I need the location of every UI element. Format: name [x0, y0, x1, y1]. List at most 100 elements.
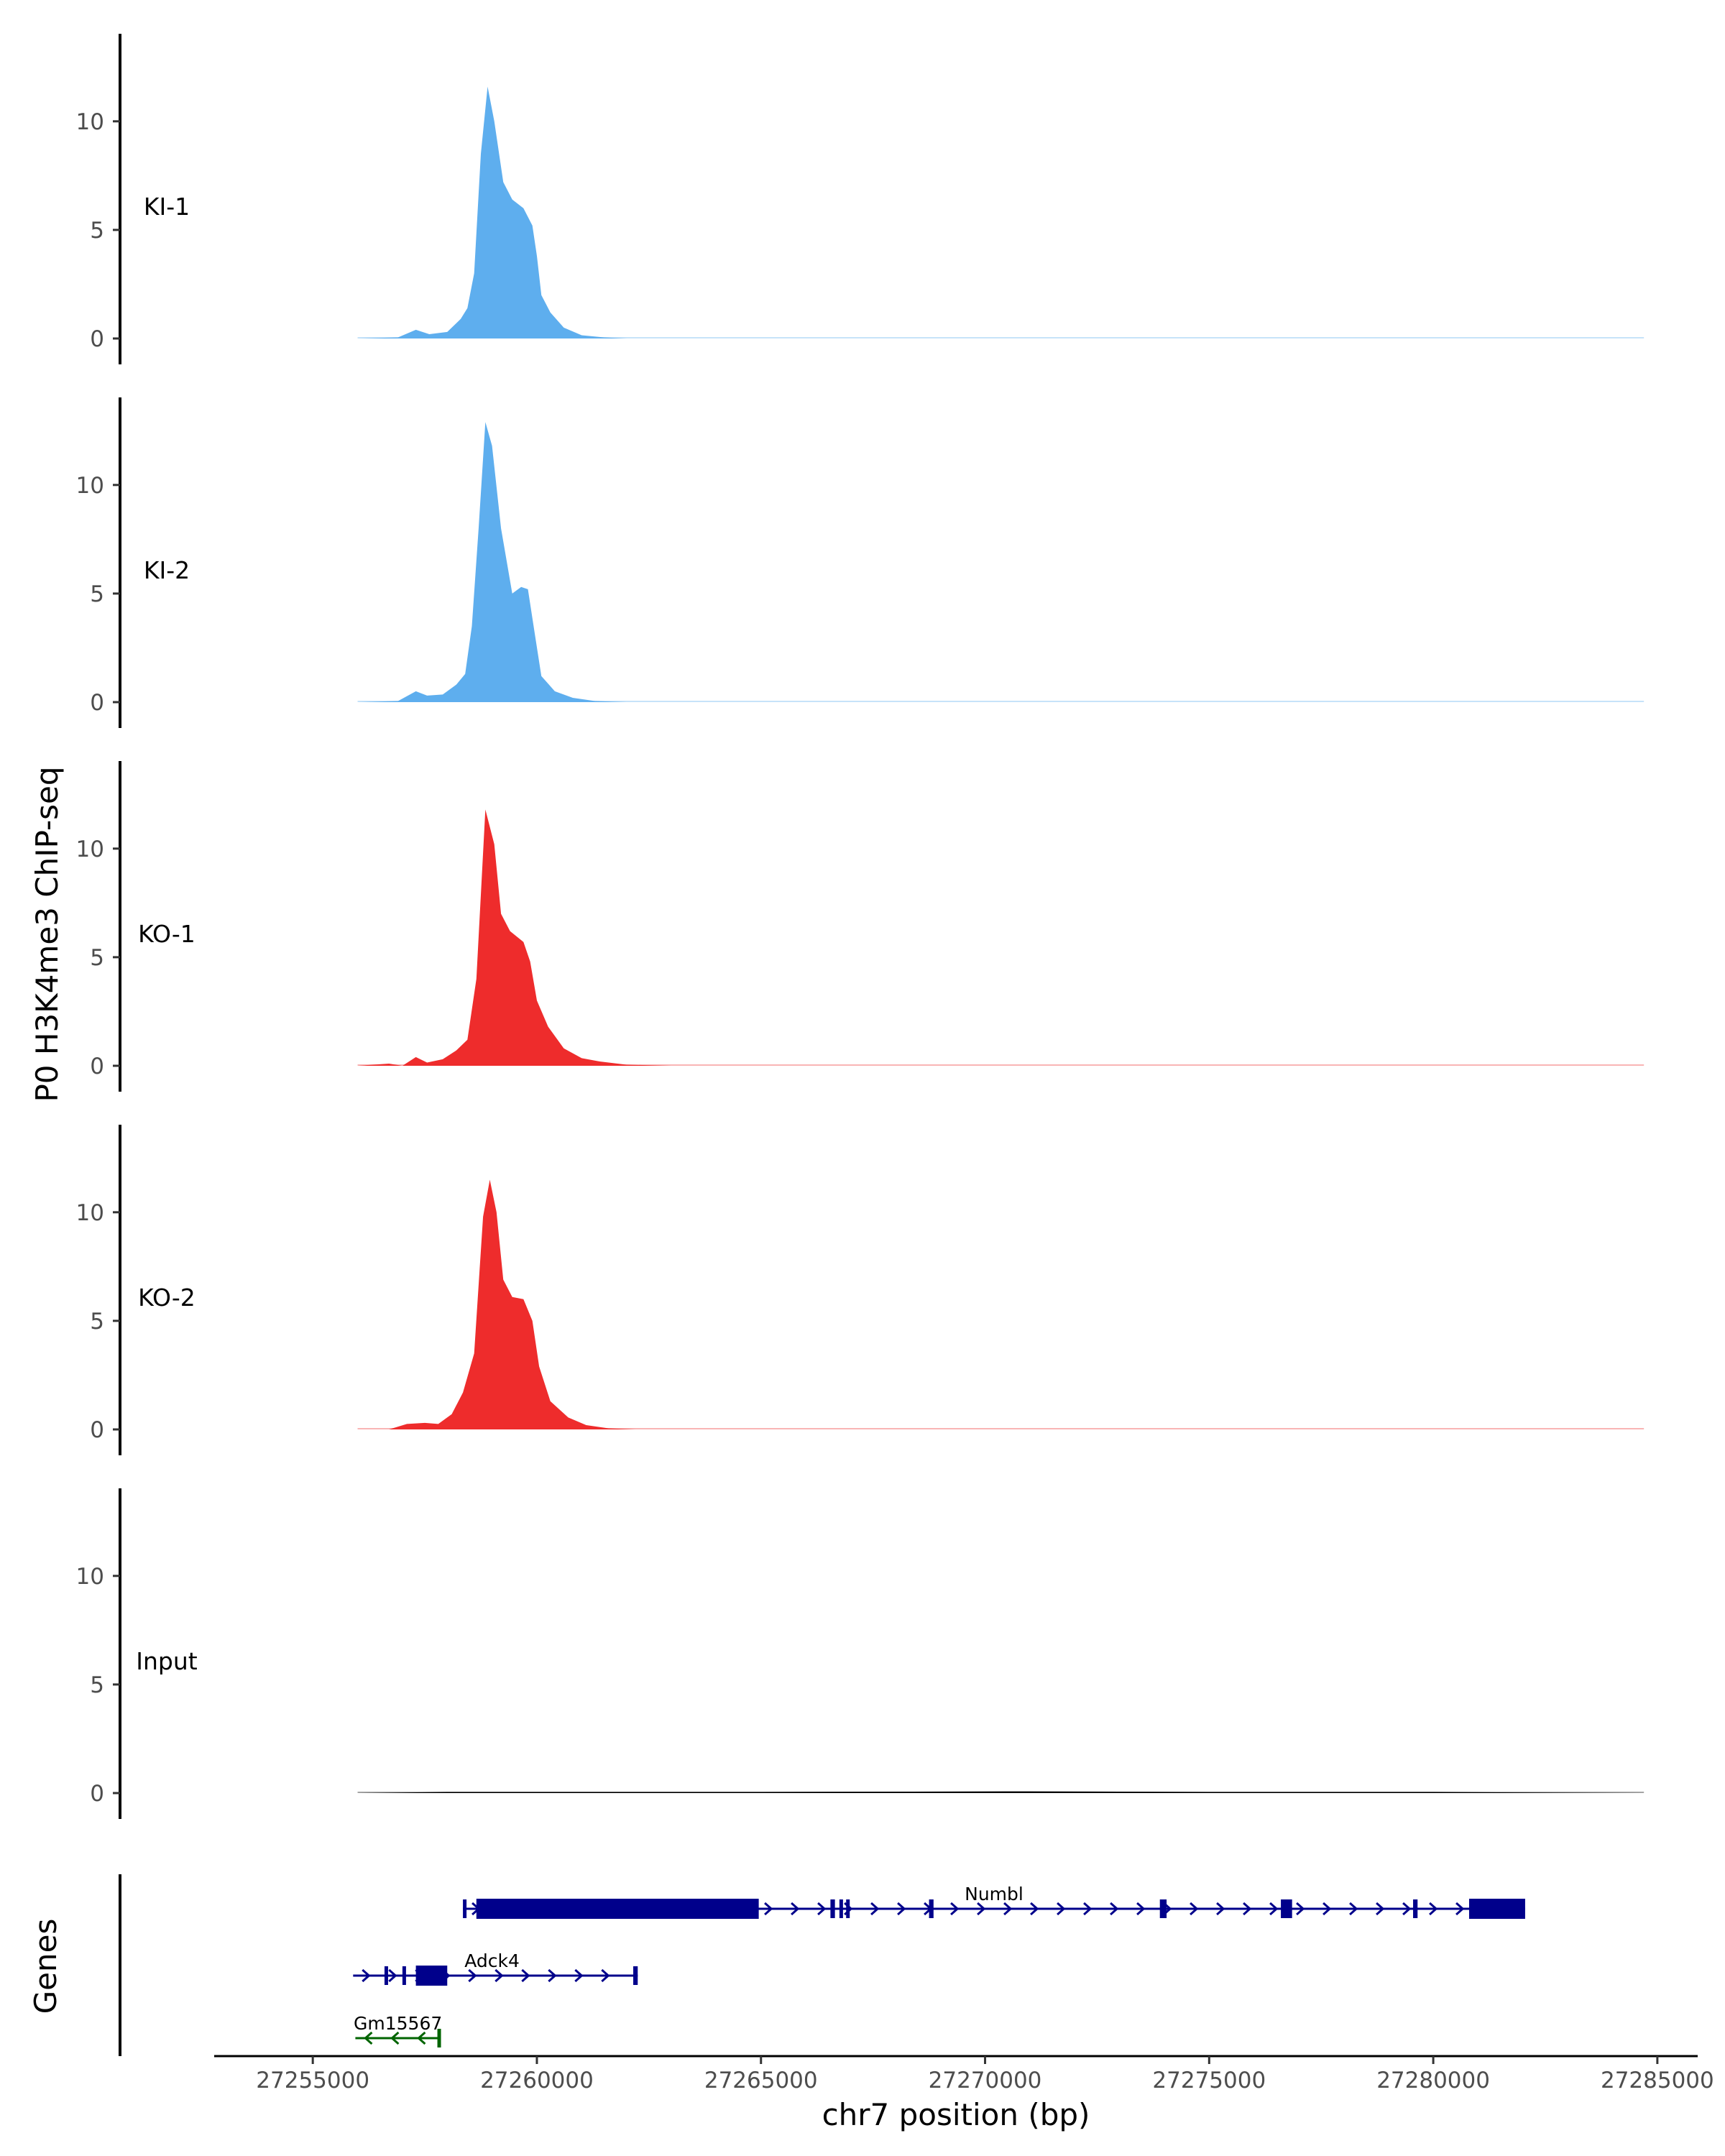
strand-chevron: [601, 1968, 610, 1983]
strand-chevron: [362, 1968, 371, 1983]
gene-label: Numbl: [965, 1884, 1024, 1904]
gene-label: Gm15567: [354, 2013, 442, 2034]
gene-exon: [402, 1966, 406, 1985]
strand-chevron: [494, 1968, 504, 1983]
track-label: KO-2: [138, 1284, 196, 1312]
strand-chevron: [548, 1968, 557, 1983]
coverage-area: [357, 809, 671, 1066]
y-tick-label: 0: [90, 1417, 104, 1443]
gene-exon: [1281, 1899, 1292, 1918]
y-axis-title: P0 H3K4me3 ChIP-seq: [29, 766, 65, 1102]
gene-exon: [476, 1899, 759, 1919]
strand-chevron: [574, 1968, 584, 1983]
x-axis-title: chr7 position (bp): [822, 2097, 1090, 2132]
coverage-area: [357, 422, 627, 702]
strand-chevron: [388, 1968, 397, 1983]
track-panel-ki-2: 0 5 10 KI-2: [76, 397, 1644, 728]
gene-exon: [1159, 1899, 1167, 1918]
y-tick-label: 5: [90, 1672, 104, 1698]
strand-chevron: [1243, 1902, 1252, 1916]
strand-chevron: [1402, 1902, 1412, 1916]
y-tick-label: 10: [76, 1564, 104, 1590]
x-tick-label: 27260000: [480, 2068, 594, 2093]
strand-chevron: [521, 1968, 530, 1983]
gene-gm15567: Gm15567: [354, 2013, 442, 2047]
y-tick-label: 5: [90, 581, 104, 607]
strand-chevron: [1003, 1902, 1013, 1916]
gene-annotation-track: Genes Numbl Adck4 Gm15567: [28, 1874, 1525, 2056]
coverage-area: [389, 1179, 636, 1429]
strand-chevron: [1349, 1902, 1358, 1916]
x-tick-label: 27270000: [929, 2068, 1042, 2093]
coverage-tracks: 0 5 10 KI-1 0 5 10 KI-2 0 5 10 KO-1 0 5 10 KO-2 0 5 10 Inpu…: [76, 34, 1644, 1819]
track-label: KI-2: [144, 556, 190, 584]
genes-axis-title: Genes: [28, 1919, 63, 2014]
x-tick-label: 27280000: [1376, 2068, 1490, 2093]
strand-chevron: [764, 1902, 773, 1916]
track-label: Input: [136, 1647, 198, 1675]
gene-exon: [929, 1899, 934, 1918]
gene-label: Adck4: [464, 1950, 520, 1971]
y-tick-label: 0: [90, 1781, 104, 1807]
gene-exon: [384, 1966, 388, 1985]
strand-chevron: [390, 2031, 400, 2045]
strand-chevron: [417, 2031, 426, 2045]
track-panel-ki-1: 0 5 10 KI-1: [76, 34, 1644, 364]
x-tick-label: 27275000: [1152, 2068, 1266, 2093]
strand-chevron: [1322, 1902, 1332, 1916]
strand-chevron: [977, 1902, 986, 1916]
y-tick-label: 0: [90, 1054, 104, 1079]
strand-chevron: [1296, 1902, 1305, 1916]
y-tick-label: 5: [90, 1309, 104, 1335]
strand-chevron: [1136, 1902, 1146, 1916]
strand-chevron: [1030, 1902, 1039, 1916]
x-tick-label: 27265000: [704, 2068, 818, 2093]
coverage-area: [357, 1791, 1644, 1793]
track-panel-input: 0 5 10 Input: [76, 1488, 1644, 1819]
strand-chevron: [1083, 1902, 1092, 1916]
gene-exon: [1468, 1899, 1525, 1919]
track-label: KI-1: [144, 193, 190, 221]
y-tick-label: 10: [76, 109, 104, 135]
y-tick-label: 0: [90, 326, 104, 352]
y-tick-label: 5: [90, 945, 104, 971]
gene-adck4: Adck4: [353, 1950, 638, 1986]
x-axis: chr7 position (bp) 27255000 27260000 27265…: [214, 2055, 1714, 2132]
coverage-area: [357, 86, 627, 338]
gene-exon: [846, 1899, 850, 1918]
strand-chevron: [468, 1968, 477, 1983]
strand-chevron: [791, 1902, 800, 1916]
strand-chevron: [1376, 1902, 1385, 1916]
x-tick-label: 27255000: [256, 2068, 369, 2093]
strand-chevron: [1057, 1902, 1066, 1916]
gene-exon: [437, 2029, 441, 2047]
strand-chevron: [897, 1902, 906, 1916]
gene-exon: [463, 1899, 467, 1918]
strand-chevron: [950, 1902, 960, 1916]
track-panel-ko-1: 0 5 10 KO-1: [76, 761, 1644, 1092]
y-tick-label: 5: [90, 218, 104, 244]
strand-chevron: [870, 1902, 880, 1916]
gene-exon: [1413, 1899, 1418, 1918]
track-panel-ko-2: 0 5 10 KO-2: [76, 1125, 1644, 1455]
y-tick-label: 10: [76, 1200, 104, 1226]
y-tick-label: 10: [76, 837, 104, 862]
strand-chevron: [1216, 1902, 1225, 1916]
gene-exon: [830, 1899, 835, 1918]
y-tick-label: 0: [90, 690, 104, 716]
strand-chevron: [1190, 1902, 1199, 1916]
x-tick-label: 27285000: [1601, 2068, 1714, 2093]
gene-numbl: Numbl: [463, 1884, 1525, 1919]
gene-exon: [633, 1966, 638, 1985]
strand-chevron: [1429, 1902, 1438, 1916]
y-tick-label: 10: [76, 473, 104, 499]
strand-chevron: [1110, 1902, 1119, 1916]
track-label: KO-1: [138, 920, 196, 948]
strand-chevron: [364, 2031, 373, 2045]
gene-exon: [839, 1899, 843, 1918]
strand-chevron: [1455, 1902, 1465, 1916]
strand-chevron: [1269, 1902, 1279, 1916]
gene-exon: [415, 1966, 448, 1986]
strand-chevron: [817, 1902, 827, 1916]
